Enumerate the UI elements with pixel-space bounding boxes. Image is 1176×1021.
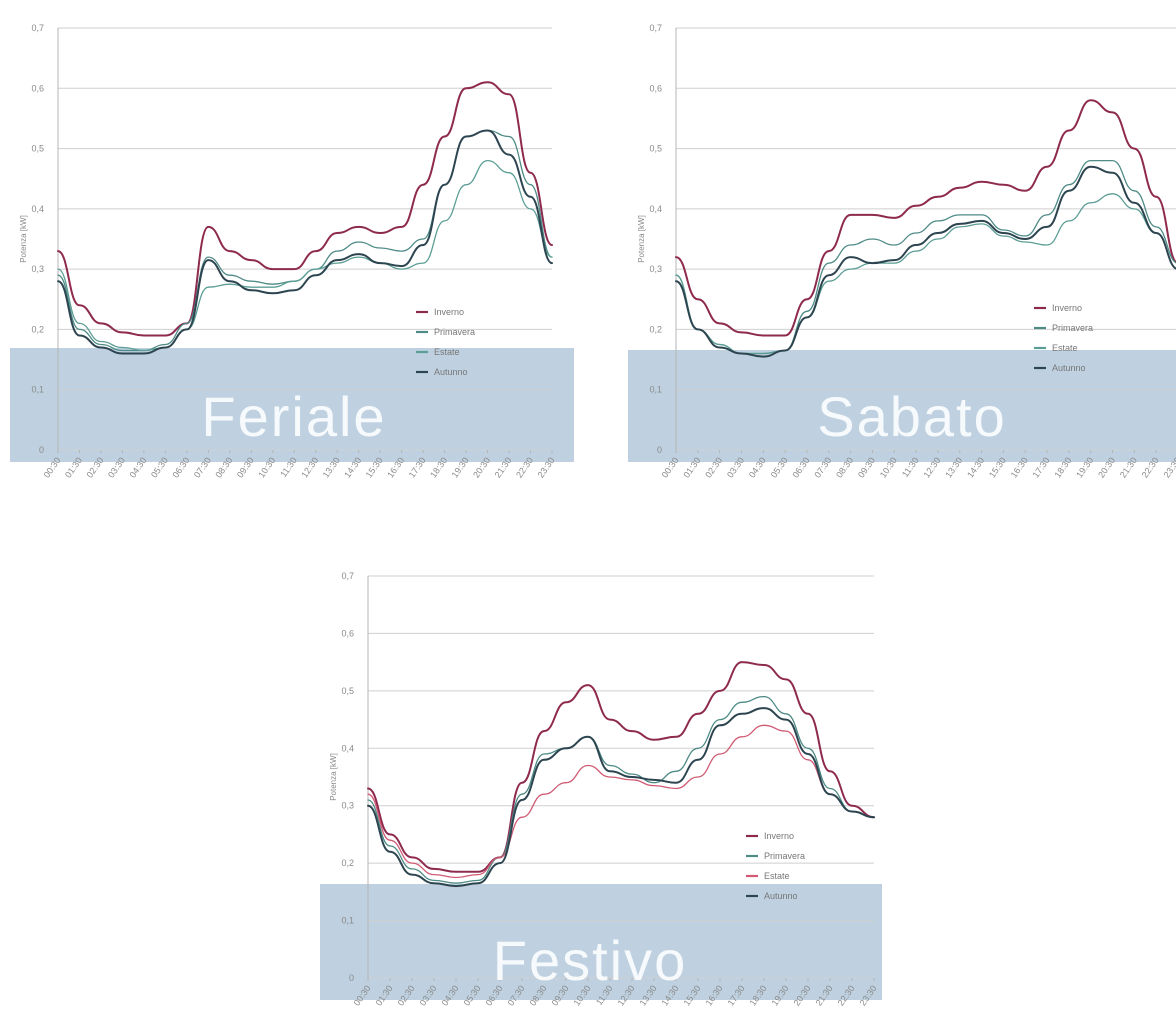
chart-sabato-legend-label-inverno: Inverno bbox=[1052, 303, 1082, 313]
chart-sabato-series-primavera bbox=[675, 159, 1176, 355]
chart-feriale-legend-label-primavera: Primavera bbox=[434, 327, 475, 337]
chart-feriale-y-tick-label: 0,4 bbox=[31, 204, 44, 214]
chart-festivo-legend-label-inverno: Inverno bbox=[764, 831, 794, 841]
chart-festivo-y-tick-label: 0,3 bbox=[341, 801, 354, 811]
chart-sabato-title-banner bbox=[628, 350, 1176, 462]
chart-festivo-series-primavera bbox=[367, 695, 875, 884]
chart-sabato-y-tick-label: 0,1 bbox=[649, 385, 662, 395]
chart-feriale-title: Feriale bbox=[201, 385, 386, 448]
chart-festivo-series-autunno bbox=[367, 707, 875, 888]
chart-feriale-y-tick-label: 0,1 bbox=[31, 385, 44, 395]
chart-sabato-y-tick-label: 0,7 bbox=[649, 23, 662, 33]
chart-feriale-y-tick-label: 0 bbox=[39, 445, 44, 455]
chart-sabato-y-tick-label: 0,6 bbox=[649, 83, 662, 93]
chart-festivo-title-banner bbox=[320, 884, 882, 1000]
chart-festivo-y-tick-label: 0,4 bbox=[341, 743, 354, 753]
chart-sabato-legend-label-autunno: Autunno bbox=[1052, 363, 1086, 373]
chart-feriale-title-banner bbox=[10, 348, 574, 462]
chart-feriale-series-estate bbox=[57, 159, 553, 352]
chart-festivo-y-tick-label: 0,7 bbox=[341, 571, 354, 581]
chart-feriale-y-tick-label: 0,3 bbox=[31, 264, 44, 274]
chart-sabato: 0 0,1 0,2 0,3 0,4 0,5 0,6 0,7 Potenza [kW] 00:30 0… bbox=[622, 10, 1176, 505]
chart-feriale-series-inverno bbox=[57, 81, 553, 337]
chart-feriale-y-tick-label: 0,7 bbox=[31, 23, 44, 33]
chart-sabato-y-tick-label: 0,5 bbox=[649, 144, 662, 154]
chart-feriale-y-axis-label: Potenza [kW] bbox=[19, 215, 28, 263]
chart-feriale-series-autunno bbox=[57, 129, 553, 355]
chart-festivo-legend-label-autunno: Autunno bbox=[764, 891, 798, 901]
chart-sabato-y-tick-label: 0,3 bbox=[649, 264, 662, 274]
chart-sabato-title: Sabato bbox=[817, 385, 1007, 448]
chart-festivo-y-tick-label: 0,2 bbox=[341, 858, 354, 868]
chart-festivo-y-axis-label: Potenza [kW] bbox=[329, 753, 338, 801]
chart-sabato-series-autunno bbox=[675, 165, 1176, 358]
chart-feriale-y-tick-label: 0,5 bbox=[31, 144, 44, 154]
chart-feriale-legend-label-estate: Estate bbox=[434, 347, 460, 357]
chart-sabato-series-estate bbox=[675, 193, 1176, 355]
chart-sabato-legend-label-estate: Estate bbox=[1052, 343, 1078, 353]
chart-festivo-series-inverno bbox=[367, 661, 875, 873]
chart-festivo-series-estate bbox=[367, 724, 875, 879]
chart-festivo-legend-label-primavera: Primavera bbox=[764, 851, 805, 861]
chart-sabato-y-tick-label: 0,4 bbox=[649, 204, 662, 214]
chart-festivo-y-tick-label: 0,6 bbox=[341, 628, 354, 638]
chart-feriale-y-tick-label: 0,6 bbox=[31, 83, 44, 93]
chart-sabato-legend-label-primavera: Primavera bbox=[1052, 323, 1093, 333]
chart-sabato-y-tick-label: 0 bbox=[657, 445, 662, 455]
chart-feriale-legend-label-inverno: Inverno bbox=[434, 307, 464, 317]
chart-feriale-series-primavera bbox=[57, 129, 553, 352]
chart-feriale-y-tick-label: 0,2 bbox=[31, 324, 44, 334]
chart-festivo-title: Festivo bbox=[493, 929, 688, 992]
chart-festivo-y-tick-label: 0,1 bbox=[341, 916, 354, 926]
chart-festivo: 0 0,1 0,2 0,3 0,4 0,5 0,6 0,7 Potenza [kW] 00:30 0… bbox=[314, 560, 898, 1021]
chart-festivo-y-tick-label: 0 bbox=[349, 973, 354, 983]
chart-sabato-series-inverno bbox=[675, 99, 1176, 337]
chart-feriale: 0 0,1 0,2 0,3 0,4 0,5 0,6 0,7 Potenza [kW] 00:30 0… bbox=[4, 10, 588, 505]
chart-festivo-y-tick-label: 0,5 bbox=[341, 686, 354, 696]
chart-festivo-legend-label-estate: Estate bbox=[764, 871, 790, 881]
chart-feriale-legend-label-autunno: Autunno bbox=[434, 367, 468, 377]
chart-sabato-y-axis-label: Potenza [kW] bbox=[637, 215, 646, 263]
chart-sabato-y-tick-label: 0,2 bbox=[649, 324, 662, 334]
